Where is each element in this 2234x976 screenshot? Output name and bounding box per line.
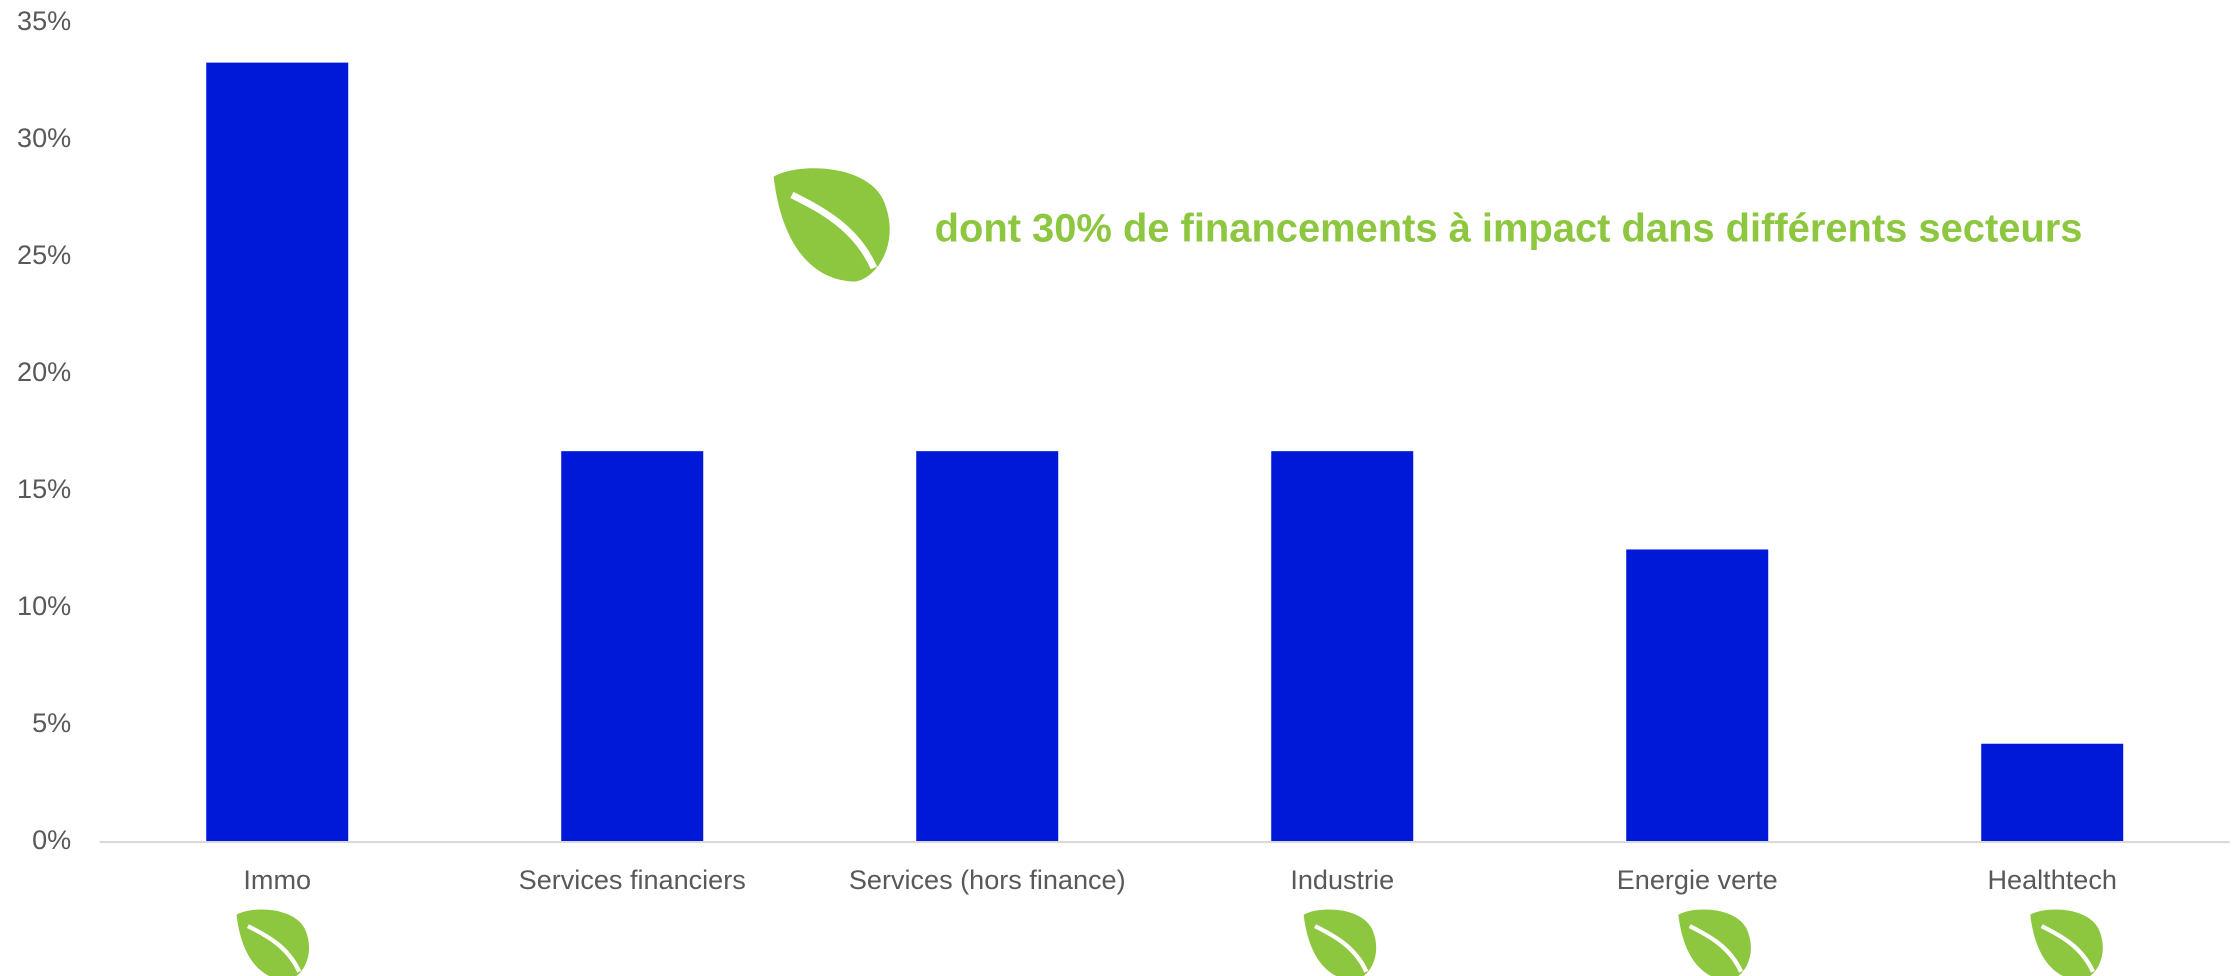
bar — [1271, 451, 1414, 843]
x-tick-label: Immo — [243, 864, 311, 895]
y-tick-label: 5% — [32, 707, 71, 738]
x-tick-label: Services (hors finance) — [849, 864, 1126, 895]
x-tick-label: Industrie — [1290, 864, 1394, 895]
y-tick-label: 20% — [17, 356, 71, 387]
bar — [1626, 549, 1769, 843]
y-tick-label: 0% — [32, 824, 71, 855]
leaf-icon — [2030, 909, 2103, 976]
leaf-icon — [1678, 909, 1751, 976]
bar — [1981, 743, 2124, 843]
leaf-icon — [1304, 909, 1377, 976]
bar — [561, 451, 704, 843]
x-tick-label: Services financiers — [519, 864, 746, 895]
bar — [206, 62, 349, 843]
y-tick-label: 25% — [17, 239, 71, 270]
leaf-icon — [774, 168, 890, 281]
bar — [916, 451, 1059, 843]
x-tick-label: Healthtech — [1988, 864, 2117, 895]
annotation: dont 30% de financements à impact dans d… — [935, 206, 2083, 250]
leaf-icon — [237, 909, 310, 976]
y-tick-label: 35% — [17, 5, 71, 36]
y-tick-label: 10% — [17, 590, 71, 621]
y-tick-label: 15% — [17, 473, 71, 504]
y-tick-label: 30% — [17, 122, 71, 153]
x-tick-label: Energie verte — [1617, 864, 1778, 895]
